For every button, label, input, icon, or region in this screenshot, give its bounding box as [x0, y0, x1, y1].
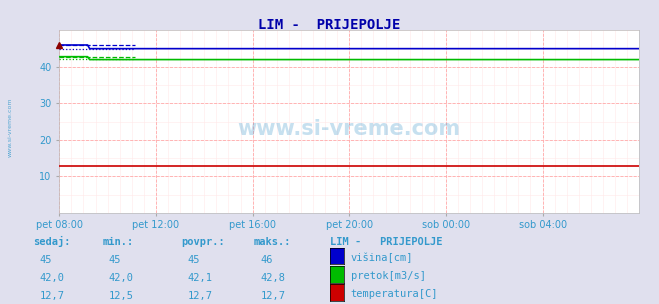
Text: 12,7: 12,7 — [260, 292, 285, 302]
Text: 45: 45 — [188, 255, 200, 265]
Text: 42,8: 42,8 — [260, 273, 285, 283]
Text: LIM -   PRIJEPOLJE: LIM - PRIJEPOLJE — [330, 237, 442, 247]
Text: 45: 45 — [109, 255, 121, 265]
Text: višina[cm]: višina[cm] — [351, 252, 413, 263]
Text: sedaj:: sedaj: — [33, 236, 71, 247]
Text: 42,1: 42,1 — [188, 273, 213, 283]
Text: 46: 46 — [260, 255, 273, 265]
Text: povpr.:: povpr.: — [181, 237, 225, 247]
Text: 45: 45 — [40, 255, 52, 265]
Text: 12,7: 12,7 — [40, 292, 65, 302]
Text: 12,7: 12,7 — [188, 292, 213, 302]
Text: min.:: min.: — [102, 237, 133, 247]
Text: 42,0: 42,0 — [109, 273, 134, 283]
Text: 12,5: 12,5 — [109, 292, 134, 302]
Text: temperatura[C]: temperatura[C] — [351, 289, 438, 299]
Text: LIM -  PRIJEPOLJE: LIM - PRIJEPOLJE — [258, 18, 401, 32]
Text: www.si-vreme.com: www.si-vreme.com — [238, 119, 461, 139]
Text: maks.:: maks.: — [254, 237, 291, 247]
Text: pretok[m3/s]: pretok[m3/s] — [351, 271, 426, 281]
Text: www.si-vreme.com: www.si-vreme.com — [8, 98, 13, 157]
Text: 42,0: 42,0 — [40, 273, 65, 283]
